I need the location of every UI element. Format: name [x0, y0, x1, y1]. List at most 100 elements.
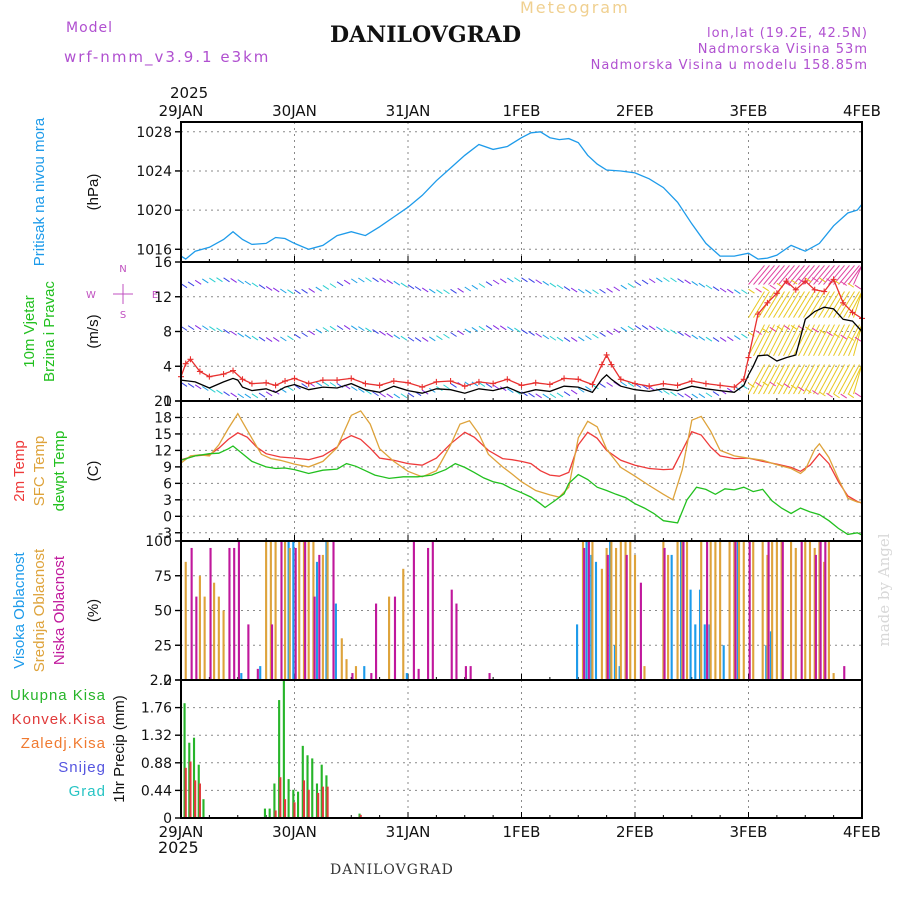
bar — [307, 789, 310, 818]
wind-arrow — [265, 391, 273, 397]
y-tick-label: 100 — [145, 534, 172, 550]
wind-arrow — [585, 289, 592, 295]
gust-marker — [849, 309, 856, 316]
gust-marker — [187, 356, 194, 363]
bar — [268, 808, 271, 818]
series-visoka-oblacnost — [240, 541, 773, 680]
wind-arrow — [251, 282, 259, 288]
bar — [722, 645, 725, 680]
wind-arrow — [322, 381, 330, 387]
bar — [306, 755, 309, 818]
wind-arrow — [457, 287, 464, 293]
wind-arrow — [287, 289, 294, 295]
wind-arrow — [492, 279, 500, 285]
wind-arrow — [514, 277, 521, 283]
wind-arrow — [819, 329, 826, 335]
bar — [283, 799, 287, 818]
wind-arrow — [187, 281, 195, 287]
wind-arrow — [301, 383, 308, 388]
wind-arrow — [748, 382, 755, 388]
gust-marker — [589, 381, 596, 388]
gust-marker — [830, 276, 837, 283]
wind-arrow — [762, 286, 769, 292]
wind-arrow — [528, 392, 535, 398]
hatch-stroke — [748, 364, 765, 395]
wind-arrow — [812, 327, 819, 333]
bar — [767, 541, 770, 680]
chart-subtitle: Meteogram — [520, 0, 630, 17]
wind-arrow — [450, 383, 457, 388]
wind-arrow — [670, 329, 677, 335]
wind-arrow — [535, 393, 542, 399]
gust-marker — [461, 383, 468, 390]
bar — [188, 742, 191, 818]
bar — [814, 554, 817, 680]
wind-arrow — [762, 328, 769, 334]
wind-arrow — [592, 384, 599, 390]
bar — [761, 541, 764, 680]
wind-arrow — [258, 392, 266, 398]
panel-label: Srednja Oblacnost — [31, 548, 48, 672]
bar — [625, 554, 628, 680]
bar — [184, 767, 187, 818]
y-tick-label: 1.76 — [141, 701, 172, 717]
wind-arrow — [443, 384, 450, 390]
bar — [273, 783, 276, 818]
bar — [619, 541, 622, 680]
wind-arrow — [265, 285, 273, 291]
bar — [294, 547, 297, 680]
gust-marker — [702, 380, 709, 387]
wind-arrow — [393, 334, 401, 340]
wind-arrow — [372, 329, 379, 334]
bar — [237, 541, 240, 680]
bar — [464, 666, 467, 680]
hatch-stroke — [813, 364, 830, 395]
bar — [263, 808, 267, 818]
y-tick-label: 25 — [154, 638, 172, 654]
wind-arrow — [741, 384, 748, 390]
hatch-stroke — [828, 291, 845, 318]
wind-arrow — [570, 287, 578, 293]
gust-marker — [561, 375, 568, 382]
hatch-stroke — [853, 364, 863, 395]
wind-arrow — [443, 289, 450, 295]
wind-arrow — [485, 281, 493, 287]
gust-marker — [230, 367, 237, 374]
wind-arrow — [847, 335, 855, 341]
wind-arrow — [400, 335, 408, 341]
wind-arrow — [684, 279, 691, 285]
y-tick-label: 0.44 — [141, 783, 172, 799]
wind-arrow — [549, 282, 557, 288]
wind-arrow — [187, 325, 195, 331]
wind-arrow — [656, 326, 663, 332]
hatch-stroke — [818, 364, 835, 395]
panel-unit-label: (m/s) — [85, 314, 102, 348]
bar — [240, 673, 243, 680]
series-line--m-temp — [180, 430, 863, 504]
bar — [431, 541, 434, 680]
wind-arrow — [769, 284, 777, 290]
gust-marker — [282, 378, 289, 385]
wind-arrow — [216, 277, 223, 283]
bar — [794, 547, 797, 680]
bar — [405, 673, 408, 680]
bar — [629, 541, 632, 680]
bar — [819, 541, 822, 680]
wind-arrow — [492, 325, 500, 330]
wind-arrow — [280, 288, 287, 294]
wind-arrow — [223, 391, 230, 397]
wind-arrow — [287, 386, 294, 392]
hatch-stroke — [848, 364, 863, 395]
hatch-stroke — [763, 265, 780, 285]
hatch-stroke — [748, 291, 765, 318]
wind-arrow — [783, 325, 791, 330]
hatch-stroke — [838, 324, 855, 357]
wind-arrow — [407, 284, 415, 290]
gust-marker — [390, 378, 397, 385]
wind-arrow — [663, 277, 670, 283]
wind-arrow — [826, 331, 833, 337]
wind-arrow-row — [180, 277, 862, 295]
y-tick-label: 1024 — [136, 164, 172, 180]
bar — [708, 624, 711, 680]
gust-marker — [764, 299, 771, 306]
